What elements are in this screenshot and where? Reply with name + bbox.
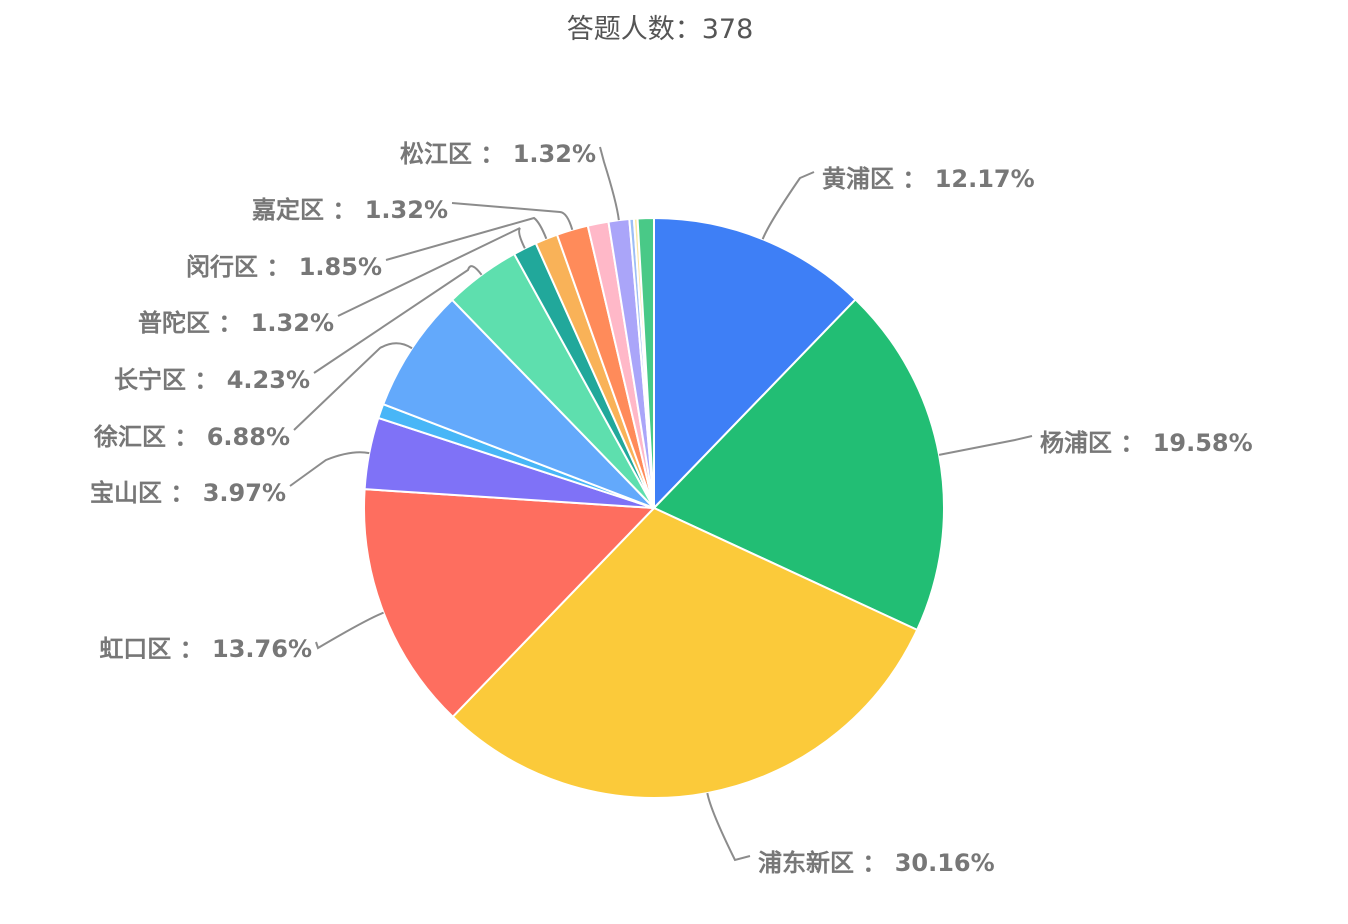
slice-label-黄浦区: 黄浦区 ： 12.17% <box>822 165 1035 193</box>
slice-label-name: 徐汇区 <box>93 423 166 451</box>
slice-label-虹口区: 虹口区 ： 13.76% <box>99 635 312 663</box>
pie-slice-15[interactable] <box>636 217 655 509</box>
slice-labels: 黄浦区 ： 12.17% 杨浦区 ： 19.58% 浦东新区 ： 30.16% 虹口区… <box>90 140 1253 877</box>
leader-line-松江区 <box>599 146 620 221</box>
leader-line-杨浦区 <box>938 435 1033 456</box>
slice-label-闵行区: 闵行区 ： 1.85% <box>186 253 382 281</box>
slice-label-value: 1.32% <box>251 309 334 337</box>
leader-line-黄浦区 <box>761 171 815 240</box>
slice-label-name: 杨浦区 <box>1040 429 1112 457</box>
slice-label-value: 4.23% <box>227 366 310 394</box>
slice-label-value: 1.32% <box>513 140 596 168</box>
leader-lines <box>289 146 1033 862</box>
slice-label-separator: ： <box>258 253 299 281</box>
slice-label-徐汇区: 徐汇区 ： 6.88% <box>93 423 290 451</box>
slice-label-separator: ： <box>210 309 251 337</box>
pie-slice-浦东新区[interactable] <box>451 507 919 799</box>
leader-line-宝山区 <box>289 451 370 487</box>
slice-label-value: 1.32% <box>365 196 448 224</box>
slice-label-宝山区: 宝山区 ： 3.97% <box>90 479 286 507</box>
pie-slice-徐汇区[interactable] <box>382 298 655 509</box>
leader-line-徐汇区 <box>293 342 413 431</box>
slice-label-value: 12.17% <box>935 165 1035 193</box>
slice-label-value: 1.85% <box>299 253 382 281</box>
slice-label-separator: ： <box>472 140 513 168</box>
leader-line-嘉定区 <box>451 202 574 231</box>
slice-label-长宁区: 长宁区 ： 4.23% <box>114 366 310 394</box>
leader-line-虹口区 <box>315 611 384 650</box>
slice-label-separator: ： <box>166 423 207 451</box>
slice-label-separator: ： <box>894 165 935 193</box>
leader-line-普陀区 <box>337 227 526 317</box>
slice-label-separator: ： <box>324 196 365 224</box>
slice-label-value: 19.58% <box>1153 429 1253 457</box>
slice-label-name: 虹口区 <box>99 635 171 663</box>
slice-label-value: 30.16% <box>895 849 995 877</box>
slice-label-杨浦区: 杨浦区 ： 19.58% <box>1040 429 1253 457</box>
slice-label-separator: ： <box>186 366 227 394</box>
slice-label-普陀区: 普陀区 ： 1.32% <box>138 309 334 337</box>
slice-label-浦东新区: 浦东新区 ： 30.16% <box>758 849 995 877</box>
slice-label-value: 6.88% <box>207 423 290 451</box>
slice-label-name: 普陀区 <box>138 309 210 337</box>
slice-label-name: 浦东新区 <box>758 849 854 877</box>
slice-label-name: 松江区 <box>400 140 472 168</box>
leader-line-长宁区 <box>313 265 483 374</box>
pie-slices <box>363 217 945 799</box>
leader-line-闵行区 <box>385 216 548 261</box>
slice-label-name: 长宁区 <box>114 366 186 394</box>
slice-label-separator: ： <box>1112 429 1153 457</box>
slice-label-separator: ： <box>162 479 203 507</box>
pie-slice-虹口区[interactable] <box>363 488 655 718</box>
slice-label-name: 黄浦区 <box>822 165 894 193</box>
chart-title: 答题人数：378 <box>567 14 754 45</box>
slice-label-嘉定区: 嘉定区 ： 1.32% <box>252 196 448 224</box>
slice-label-name: 闵行区 <box>186 253 258 281</box>
slice-label-name: 宝山区 <box>90 479 162 507</box>
slice-label-value: 3.97% <box>203 479 286 507</box>
leader-line-浦东新区 <box>706 792 751 862</box>
slice-label-value: 13.76% <box>212 635 312 663</box>
slice-label-松江区: 松江区 ： 1.32% <box>400 140 596 168</box>
slice-label-separator: ： <box>854 849 895 877</box>
slice-label-separator: ： <box>171 635 212 663</box>
slice-label-name: 嘉定区 <box>252 196 324 224</box>
